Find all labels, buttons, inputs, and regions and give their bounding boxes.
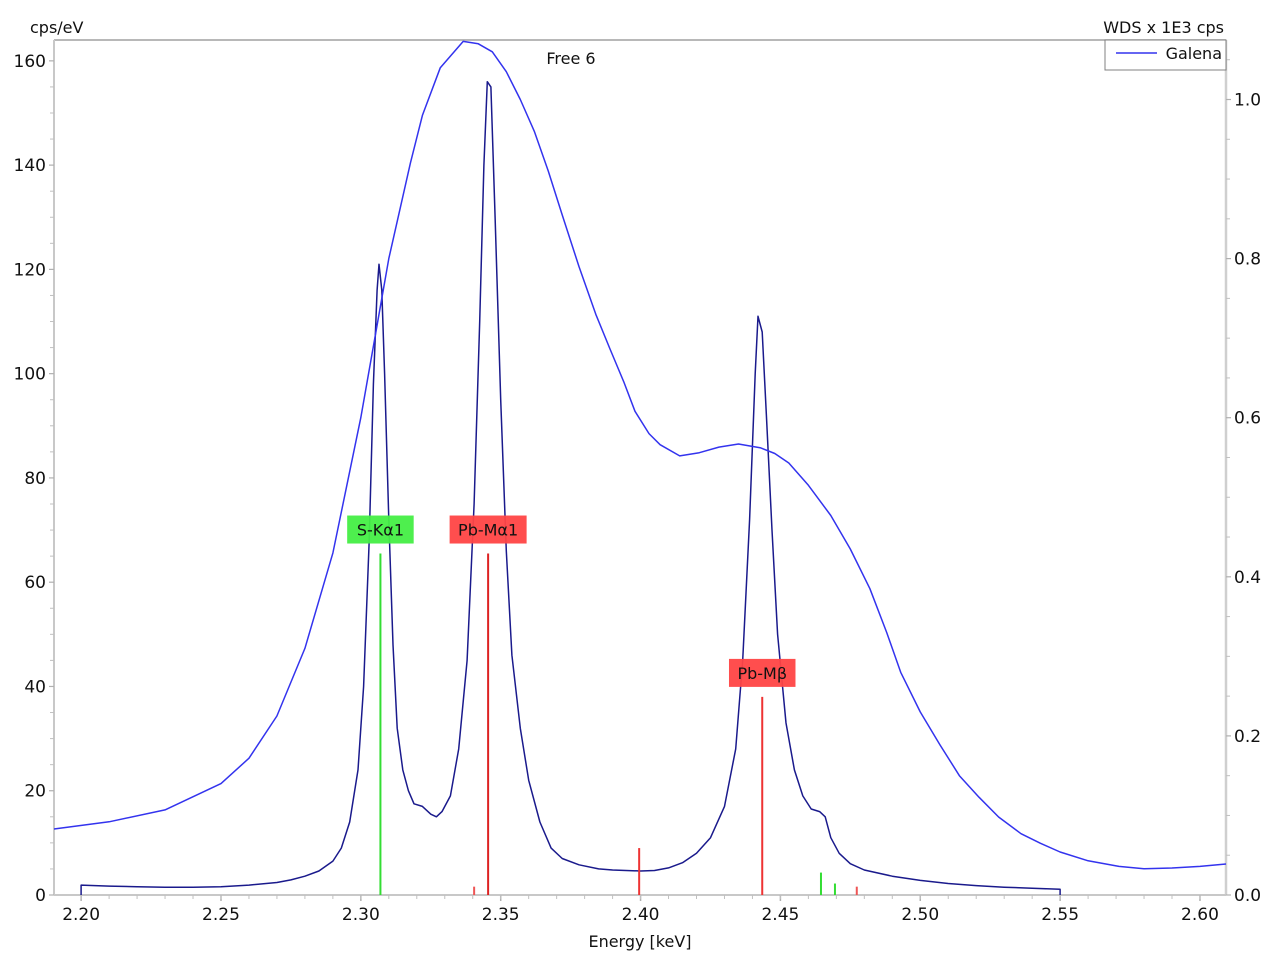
marker-label-pb-mβ: Pb-Mβ (728, 658, 796, 687)
y-right-tick-label: 0.0 (1234, 886, 1261, 906)
marker-label-bg (347, 515, 414, 544)
x-tick-label: 2.55 (1041, 905, 1079, 925)
y-right-tick-label: 0.6 (1234, 409, 1261, 429)
y-left-tick-label: 40 (24, 677, 46, 697)
right-y-axis-label: WDS x 1E3 cps (1103, 18, 1224, 37)
x-tick-label: 2.60 (1181, 905, 1219, 925)
marker-label-pb-mα1: Pb-Mα1 (449, 515, 527, 544)
y-left-tick-label: 160 (14, 52, 46, 72)
y-right-tick-label: 1.0 (1234, 91, 1261, 111)
y-left-tick-label: 20 (24, 782, 46, 802)
left-y-axis-label: cps/eV (30, 18, 84, 37)
series-eds-spectrum (80, 80, 1061, 895)
y-right-tick-label: 0.2 (1234, 727, 1261, 747)
y-left-tick-label: 0 (35, 886, 46, 906)
marker-label-text: Pb-Mβ (737, 664, 787, 683)
series-galena (53, 40, 1227, 870)
y-right-tick-label: 0.8 (1234, 250, 1261, 270)
y-left-tick-label: 120 (14, 260, 46, 280)
legend-box (1104, 39, 1227, 71)
x-tick-label: 2.40 (622, 905, 660, 925)
y-left-tick-label: 140 (14, 156, 46, 176)
x-tick-label: 2.25 (202, 905, 240, 925)
element-line-markers: S-Kα1 Pb-Mα1 Pb-Mβ (347, 515, 858, 895)
chart-title: Free 6 (546, 49, 595, 68)
axes: 2.20 2.25 2.30 2.35 2.40 2.45 2.50 2.55 2.60 0 20… (14, 39, 1261, 925)
y-left-tick-label: 80 (24, 469, 46, 489)
plot-area (53, 40, 1227, 895)
x-tick-label: 2.20 (62, 905, 100, 925)
left-y-axis-ticks: 0 20 40 60 80 100 120 140 160 (14, 52, 54, 906)
legend: Galena (1104, 39, 1227, 71)
y-left-tick-label: 60 (24, 573, 46, 593)
marker-label-s-kα1: S-Kα1 (347, 515, 414, 544)
marker-label-text: Pb-Mα1 (458, 521, 518, 540)
x-tick-label: 2.35 (482, 905, 520, 925)
x-axis-label: Energy [keV] (588, 932, 691, 951)
right-y-axis-ticks: 0.0 0.2 0.4 0.6 0.8 1.0 (1226, 59, 1261, 906)
x-tick-label: 2.50 (901, 905, 939, 925)
x-tick-label: 2.45 (761, 905, 799, 925)
legend-item-galena: Galena (1166, 44, 1222, 63)
marker-label-bg (728, 658, 796, 687)
marker-label-text: S-Kα1 (357, 521, 404, 540)
x-axis-ticks: 2.20 2.25 2.30 2.35 2.40 2.45 2.50 2.55 2.60 (62, 895, 1219, 925)
y-right-tick-label: 0.4 (1234, 568, 1261, 588)
x-tick-label: 2.30 (342, 905, 380, 925)
y-left-tick-label: 100 (14, 365, 46, 385)
marker-label-bg (449, 515, 527, 544)
